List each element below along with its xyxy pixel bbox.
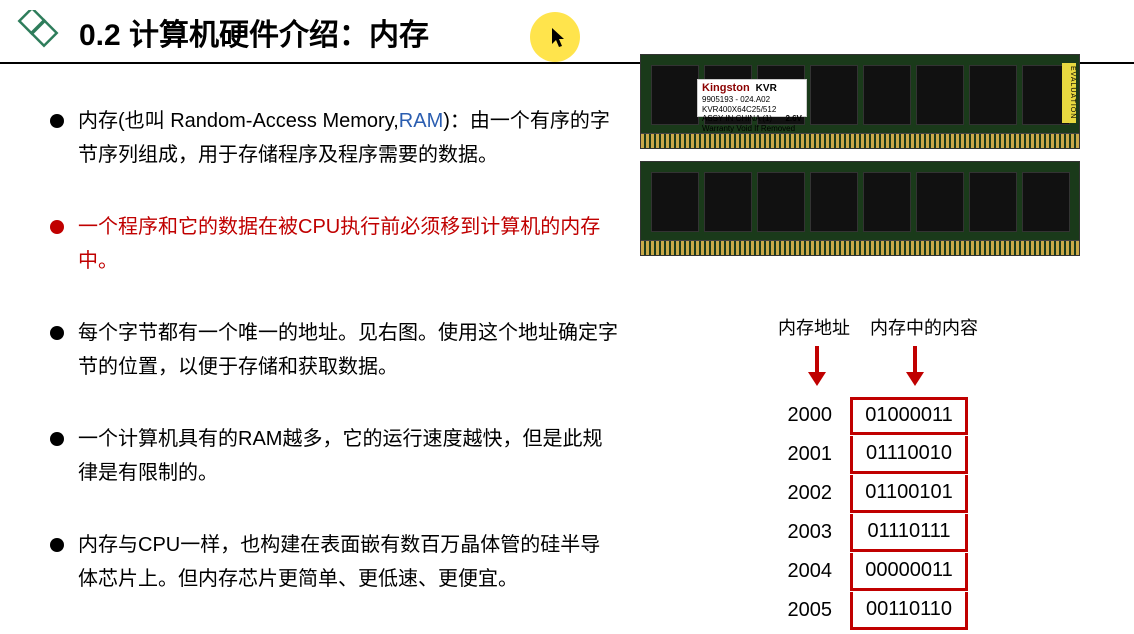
- bullet-item: 每个字节都有一个唯一的地址。见右图。使用这个地址确定字节的位置，以便于存储和获取…: [50, 316, 620, 384]
- memory-headers: 内存地址 内存中的内容: [770, 314, 978, 340]
- memory-row: 2000 01000011: [770, 396, 978, 435]
- ram-label: KingstonKVR 9905193 - 024.A02 KVR400X64C…: [697, 79, 807, 117]
- memory-address: 2000: [770, 404, 850, 427]
- bullet-marker: [50, 326, 64, 340]
- ram-chips-row: [641, 162, 1079, 232]
- memory-value: 01100101: [850, 475, 968, 513]
- memory-row: 2001 01110010: [770, 435, 978, 474]
- bullet-item: 内存与CPU一样，也构建在表面嵌有数百万晶体管的硅半导体芯片上。但内存芯片更简单…: [50, 528, 620, 596]
- ram-chip: [810, 172, 858, 232]
- memory-address: 2002: [770, 482, 850, 505]
- right-column: KingstonKVR 9905193 - 024.A02 KVR400X64C…: [640, 104, 1130, 634]
- ram-stick-back: [640, 161, 1080, 256]
- bullet-marker: [50, 114, 64, 128]
- bullet-item: 内存(也叫 Random-Access Memory,RAM)：由一个有序的字节…: [50, 104, 620, 172]
- logo-icon: [15, 10, 59, 54]
- bullet-text: 一个程序和它的数据在被CPU执行前必须移到计算机的内存中。: [78, 210, 620, 278]
- memory-address: 2004: [770, 560, 850, 583]
- memory-value: 01000011: [850, 397, 968, 435]
- bullet-text: 内存与CPU一样，也构建在表面嵌有数百万晶体管的硅半导体芯片上。但内存芯片更简单…: [78, 528, 620, 596]
- ram-chip: [651, 172, 699, 232]
- addr-header: 内存地址: [778, 314, 850, 340]
- ram-chip: [969, 172, 1017, 232]
- arrow-down-icon: [808, 346, 826, 388]
- bullet-marker: [50, 538, 64, 552]
- ram-chip: [916, 172, 964, 232]
- memory-address: 2003: [770, 521, 850, 544]
- content-header: 内存中的内容: [870, 314, 978, 340]
- memory-address: 2001: [770, 443, 850, 466]
- memory-table: 2000 01000011 2001 01110010 2002 0110010…: [770, 396, 978, 630]
- ram-series: KVR: [756, 83, 777, 94]
- ram-chip: [969, 65, 1017, 125]
- memory-row: 2004 00000011: [770, 552, 978, 591]
- ram-stick-front: KingstonKVR 9905193 - 024.A02 KVR400X64C…: [640, 54, 1080, 149]
- memory-address: 2005: [770, 599, 850, 622]
- arrow-down-icon: [906, 346, 924, 388]
- cursor-icon: [552, 28, 566, 48]
- memory-value: 00110110: [850, 592, 968, 630]
- memory-row: 2003 01110111: [770, 513, 978, 552]
- bullet-text: 每个字节都有一个唯一的地址。见右图。使用这个地址确定字节的位置，以便于存储和获取…: [78, 316, 620, 384]
- bullet-item: 一个计算机具有的RAM越多，它的运行速度越快，但是此规律是有限制的。: [50, 422, 620, 490]
- bullet-marker: [50, 220, 64, 234]
- arrows-row: [770, 346, 978, 388]
- ram-chip: [1022, 172, 1070, 232]
- memory-value: 01110111: [850, 514, 968, 552]
- memory-diagram: 内存地址 内存中的内容 2000 01000011 2001 01110010 …: [770, 314, 978, 630]
- memory-value: 01110010: [850, 436, 968, 474]
- bullet-text: 一个计算机具有的RAM越多，它的运行速度越快，但是此规律是有限制的。: [78, 422, 620, 490]
- bullet-item: 一个程序和它的数据在被CPU执行前必须移到计算机的内存中。: [50, 210, 620, 278]
- slide-body: 内存(也叫 Random-Access Memory,RAM)：由一个有序的字节…: [0, 64, 1134, 634]
- ram-chip: [863, 65, 911, 125]
- ram-chip: [757, 172, 805, 232]
- bullet-text: 内存(也叫 Random-Access Memory,RAM)：由一个有序的字节…: [78, 104, 620, 172]
- ram-chip: [916, 65, 964, 125]
- ram-chip: [651, 65, 699, 125]
- bullet-marker: [50, 432, 64, 446]
- memory-row: 2002 01100101: [770, 474, 978, 513]
- bullet-list: 内存(也叫 Random-Access Memory,RAM)：由一个有序的字节…: [0, 104, 640, 634]
- ram-chip: [810, 65, 858, 125]
- memory-row: 2005 00110110: [770, 591, 978, 630]
- evaluation-tag: EVALUATION: [1062, 63, 1076, 123]
- ram-brand: Kingston: [702, 82, 750, 94]
- slide-title: 0.2 计算机硬件介绍：内存: [79, 10, 429, 54]
- ram-chip: [704, 172, 752, 232]
- ram-link[interactable]: RAM: [399, 110, 443, 132]
- memory-value: 00000011: [850, 553, 968, 591]
- ram-chip: [863, 172, 911, 232]
